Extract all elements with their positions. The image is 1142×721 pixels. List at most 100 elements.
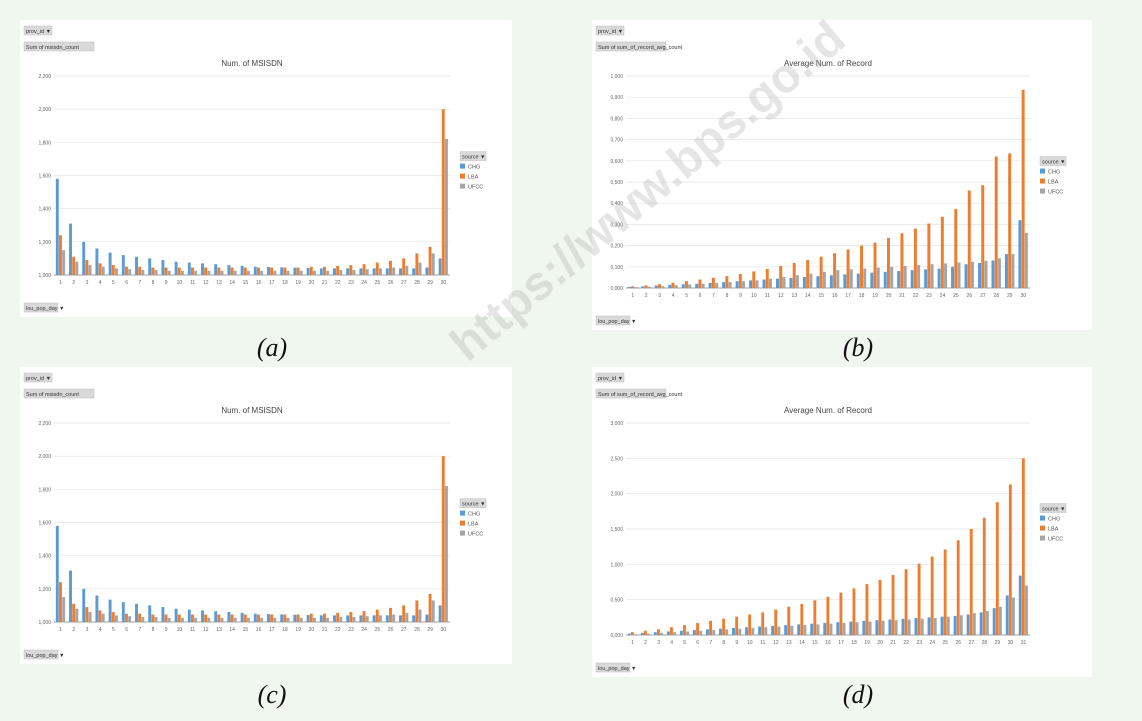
bar-lba <box>98 263 102 275</box>
bar-chg <box>776 278 779 288</box>
bar-lba <box>774 609 778 635</box>
x-tick-label: 24 <box>940 293 946 299</box>
bar-ufcc <box>971 261 974 288</box>
y-tick-label: 0,000 <box>610 286 623 292</box>
bar-lba <box>969 529 973 635</box>
bar-ufcc <box>930 264 934 288</box>
x-tick-label: 30 <box>441 627 447 633</box>
bar-lba <box>696 622 699 635</box>
x-tick-label: 9 <box>165 627 168 633</box>
x-tick-label: 1 <box>59 627 62 633</box>
x-tick-label: 30 <box>1020 293 1026 299</box>
bar-ufcc <box>365 616 369 622</box>
bar-ufcc <box>634 287 638 288</box>
bar-chg <box>1005 595 1009 635</box>
bar-ufcc <box>378 268 382 275</box>
x-tick-label: 10 <box>747 640 753 646</box>
bar-ufcc <box>299 270 303 275</box>
bar-chg <box>695 283 699 288</box>
bar-ufcc <box>829 623 833 635</box>
x-tick-label: 27 <box>401 280 407 286</box>
bar-lba <box>873 242 877 288</box>
bar-lba <box>270 267 274 275</box>
axis-field-button-box <box>23 649 59 660</box>
bar-lba <box>349 265 353 275</box>
bar-lba <box>125 613 128 622</box>
bar-chg <box>372 268 376 275</box>
bar-ufcc <box>207 270 211 275</box>
bar-ufcc <box>444 486 448 622</box>
axis-field-button: lou_pop_day ▼ <box>26 653 64 659</box>
bar-chg <box>862 620 866 635</box>
y-tick-label: 1,000 <box>38 620 51 626</box>
x-tick-label: 6 <box>125 280 128 286</box>
x-tick-label: 5 <box>685 293 688 299</box>
bar-ufcc <box>699 630 703 635</box>
legend-title: source ▼ <box>1042 507 1065 513</box>
x-tick-label: 16 <box>256 280 262 286</box>
bar-ufcc <box>764 627 768 635</box>
x-tick-label: 29 <box>995 640 1001 646</box>
bar-ufcc <box>751 627 755 635</box>
bar-ufcc <box>686 631 690 635</box>
legend-title-box <box>459 498 487 508</box>
bar-lba <box>900 233 904 288</box>
bar-ufcc <box>907 619 911 635</box>
x-tick-label: 13 <box>786 640 792 646</box>
bar-chg <box>267 614 270 622</box>
x-tick-label: 19 <box>295 280 301 286</box>
bar-lba <box>643 630 647 635</box>
bar-lba <box>735 616 739 635</box>
bar-ufcc <box>701 283 705 288</box>
bar-chg <box>319 615 323 622</box>
x-tick-label: 9 <box>735 640 738 646</box>
x-tick-label: 2 <box>72 280 75 286</box>
bar-chg <box>425 614 429 622</box>
filter-button: prov_id ▼ <box>598 376 623 382</box>
y-tick-label: 1,000 <box>610 74 623 80</box>
bar-lba <box>59 235 62 275</box>
bar-chg <box>359 268 363 275</box>
legend-swatch-ufcc <box>1040 188 1045 194</box>
x-tick-label: 15 <box>812 640 818 646</box>
x-tick-label: 28 <box>994 293 1000 299</box>
chart-title: Average Num. of Record <box>784 59 872 68</box>
bar-chg <box>135 256 138 275</box>
x-tick-label: 10 <box>751 293 757 299</box>
bar-chg <box>992 608 996 635</box>
bar-lba <box>800 603 804 635</box>
x-tick-label: 21 <box>890 640 896 646</box>
bar-lba <box>1008 484 1012 635</box>
bar-lba <box>917 563 921 635</box>
x-tick-label: 14 <box>229 280 235 286</box>
legend-label-lba: LBA <box>468 522 479 528</box>
bar-lba <box>644 285 648 288</box>
bar-chg <box>201 610 204 622</box>
bar-ufcc <box>167 617 171 622</box>
bar-lba <box>1021 89 1025 288</box>
x-tick-label: 24 <box>361 627 367 633</box>
bar-ufcc <box>959 615 963 635</box>
caption-a: (a) <box>256 333 288 362</box>
bar-ufcc <box>903 265 907 288</box>
legend-swatch-lba <box>1040 525 1045 531</box>
x-tick-label: 18 <box>859 293 865 299</box>
bar-lba <box>1008 153 1012 288</box>
legend-label-lba: LBA <box>1048 180 1059 186</box>
x-tick-label: 3 <box>86 280 89 286</box>
bar-chg <box>940 616 944 635</box>
bar-chg <box>95 595 99 622</box>
bar-chg <box>679 630 683 635</box>
chart-svg-a: prov_id ▼ Sum of msisdn_count lou_pop_day … <box>23 25 487 313</box>
bar-ufcc <box>299 617 303 622</box>
x-tick-label: 10 <box>177 627 183 633</box>
bar-ufcc <box>220 270 224 275</box>
bar-lba <box>846 249 850 288</box>
x-tick-label: 5 <box>112 280 115 286</box>
x-tick-label: 19 <box>872 293 878 299</box>
bar-lba <box>683 625 686 635</box>
bar-ufcc <box>842 622 846 635</box>
bar-lba <box>389 260 392 275</box>
x-tick-label: 7 <box>712 293 715 299</box>
bar-chg <box>214 264 218 275</box>
